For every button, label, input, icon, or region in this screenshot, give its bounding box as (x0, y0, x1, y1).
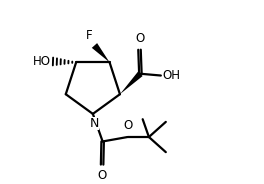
Text: O: O (97, 169, 107, 182)
Polygon shape (120, 71, 143, 94)
Polygon shape (92, 43, 110, 62)
Text: O: O (123, 119, 132, 132)
Text: OH: OH (162, 69, 180, 82)
Text: F: F (86, 29, 93, 42)
Text: N: N (89, 117, 99, 130)
Text: O: O (135, 32, 144, 45)
Text: HO: HO (33, 55, 51, 68)
